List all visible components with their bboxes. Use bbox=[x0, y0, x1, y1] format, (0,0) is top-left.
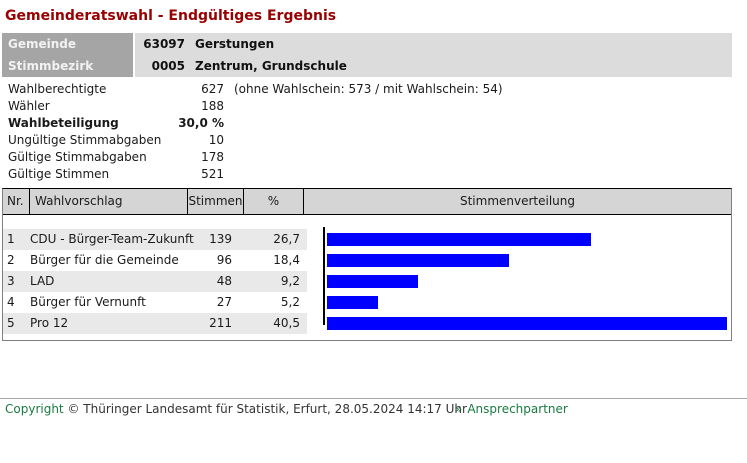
row-votes: 48 bbox=[216, 274, 232, 288]
stat-label: Gültige Stimmen bbox=[8, 167, 110, 181]
stimmbezirk-name: Zentrum, Grundschule bbox=[195, 59, 347, 73]
header-stimmen: Stimmen bbox=[188, 189, 244, 214]
stat-row-wahlberechtigte: Wahlberechtigte 627 (ohne Wahlschein: 57… bbox=[8, 81, 568, 98]
row-percent: 40,5 bbox=[273, 316, 300, 330]
row-nr: 1 bbox=[7, 232, 15, 246]
row-percent: 9,2 bbox=[280, 274, 300, 288]
stat-label: Wähler bbox=[8, 99, 50, 113]
header-percent: % bbox=[244, 189, 304, 214]
location-labels: Gemeinde Stimmbezirk bbox=[2, 33, 133, 77]
header-wahlvorschlag: Wahlvorschlag bbox=[30, 189, 188, 214]
copyright-link[interactable]: Copyright bbox=[5, 402, 64, 416]
stat-label: Ungültige Stimmabgaben bbox=[8, 133, 162, 147]
table-row: 4 Bürger für Vernunft 27 5,2 bbox=[3, 292, 731, 313]
row-proposal: Bürger für Vernunft bbox=[30, 295, 146, 309]
location-values: 63097 Gerstungen 0005 Zentrum, Grundschu… bbox=[135, 33, 732, 77]
row-nr: 4 bbox=[7, 295, 15, 309]
stimmbezirk-code: 0005 bbox=[151, 59, 185, 73]
row-nr: 3 bbox=[7, 274, 15, 288]
row-proposal: CDU - Bürger-Team-Zukunft bbox=[30, 232, 194, 246]
row-nr: 2 bbox=[7, 253, 15, 267]
double-arrow-icon: » bbox=[455, 402, 463, 416]
row-votes: 139 bbox=[209, 232, 232, 246]
contact-link[interactable]: » Ansprechpartner bbox=[455, 402, 568, 416]
row-percent: 18,4 bbox=[273, 253, 300, 267]
stat-label: Gültige Stimmabgaben bbox=[8, 150, 147, 164]
results-table: Nr. Wahlvorschlag Stimmen % Stimmenverte… bbox=[2, 188, 732, 341]
stat-value: 30,0 % bbox=[178, 116, 224, 130]
stimmbezirk-value-row: 0005 Zentrum, Grundschule bbox=[135, 55, 732, 77]
page-title: Gemeinderatswahl - Endgültiges Ergebnis bbox=[5, 8, 337, 24]
row-votes: 96 bbox=[216, 253, 232, 267]
contact-link-label: Ansprechpartner bbox=[467, 402, 568, 416]
row-proposal: Pro 12 bbox=[30, 316, 69, 330]
stat-row-ungueltige: Ungültige Stimmabgaben 10 bbox=[8, 132, 568, 149]
stat-label: Wahlberechtigte bbox=[8, 82, 107, 96]
table-row: 1 CDU - Bürger-Team-Zukunft 139 26,7 bbox=[3, 229, 731, 250]
copyright-text: © Thüringer Landesamt für Statistik, Erf… bbox=[67, 402, 467, 416]
stat-value: 521 bbox=[201, 167, 224, 181]
gemeinde-code: 63097 bbox=[143, 37, 185, 51]
vote-bar bbox=[327, 254, 509, 267]
table-row: 3 LAD 48 9,2 bbox=[3, 271, 731, 292]
location-header: Gemeinde Stimmbezirk 63097 Gerstungen 00… bbox=[2, 33, 732, 77]
row-votes: 211 bbox=[209, 316, 232, 330]
header-nr: Nr. bbox=[3, 189, 30, 214]
gemeinde-value-row: 63097 Gerstungen bbox=[135, 33, 732, 55]
stat-label: Wahlbeteiligung bbox=[8, 116, 119, 130]
stat-value: 627 bbox=[201, 82, 224, 96]
stat-row-waehler: Wähler 188 bbox=[8, 98, 568, 115]
stats-block: Wahlberechtigte 627 (ohne Wahlschein: 57… bbox=[8, 81, 568, 183]
table-row: 5 Pro 12 211 40,5 bbox=[3, 313, 731, 334]
footer-divider bbox=[0, 398, 747, 399]
stat-value: 178 bbox=[201, 150, 224, 164]
gemeinde-label: Gemeinde bbox=[8, 37, 77, 51]
header-stimmenverteilung: Stimmenverteilung bbox=[459, 194, 576, 208]
stat-note: (ohne Wahlschein: 573 / mit Wahlschein: … bbox=[234, 82, 503, 96]
row-votes: 27 bbox=[216, 295, 232, 309]
stimmbezirk-label: Stimmbezirk bbox=[8, 59, 94, 73]
footer-contact: » Ansprechpartner bbox=[455, 402, 568, 416]
row-nr: 5 bbox=[7, 316, 15, 330]
footer-copyright: Copyright © Thüringer Landesamt für Stat… bbox=[5, 402, 467, 416]
gemeinde-name: Gerstungen bbox=[195, 37, 275, 51]
stat-row-gueltige-stimmen: Gültige Stimmen 521 bbox=[8, 166, 568, 183]
stat-row-wahlbeteiligung: Wahlbeteiligung 30,0 % bbox=[8, 115, 568, 132]
table-row: 2 Bürger für die Gemeinde 96 18,4 bbox=[3, 250, 731, 271]
stat-value: 188 bbox=[201, 99, 224, 113]
vote-bar bbox=[327, 317, 727, 330]
row-percent: 5,2 bbox=[280, 295, 300, 309]
chart-axis-line bbox=[323, 227, 325, 325]
vote-bar bbox=[327, 233, 591, 246]
stat-row-gueltige-stimmabgaben: Gültige Stimmabgaben 178 bbox=[8, 149, 568, 166]
vote-bar bbox=[327, 296, 378, 309]
results-table-header: Nr. Wahlvorschlag Stimmen % Stimmenverte… bbox=[3, 189, 731, 215]
results-table-body: 1 CDU - Bürger-Team-Zukunft 139 26,7 2 B… bbox=[3, 215, 731, 340]
row-percent: 26,7 bbox=[273, 232, 300, 246]
row-proposal: Bürger für die Gemeinde bbox=[30, 253, 179, 267]
vote-bar bbox=[327, 275, 418, 288]
stat-value: 10 bbox=[208, 133, 224, 147]
row-proposal: LAD bbox=[30, 274, 55, 288]
